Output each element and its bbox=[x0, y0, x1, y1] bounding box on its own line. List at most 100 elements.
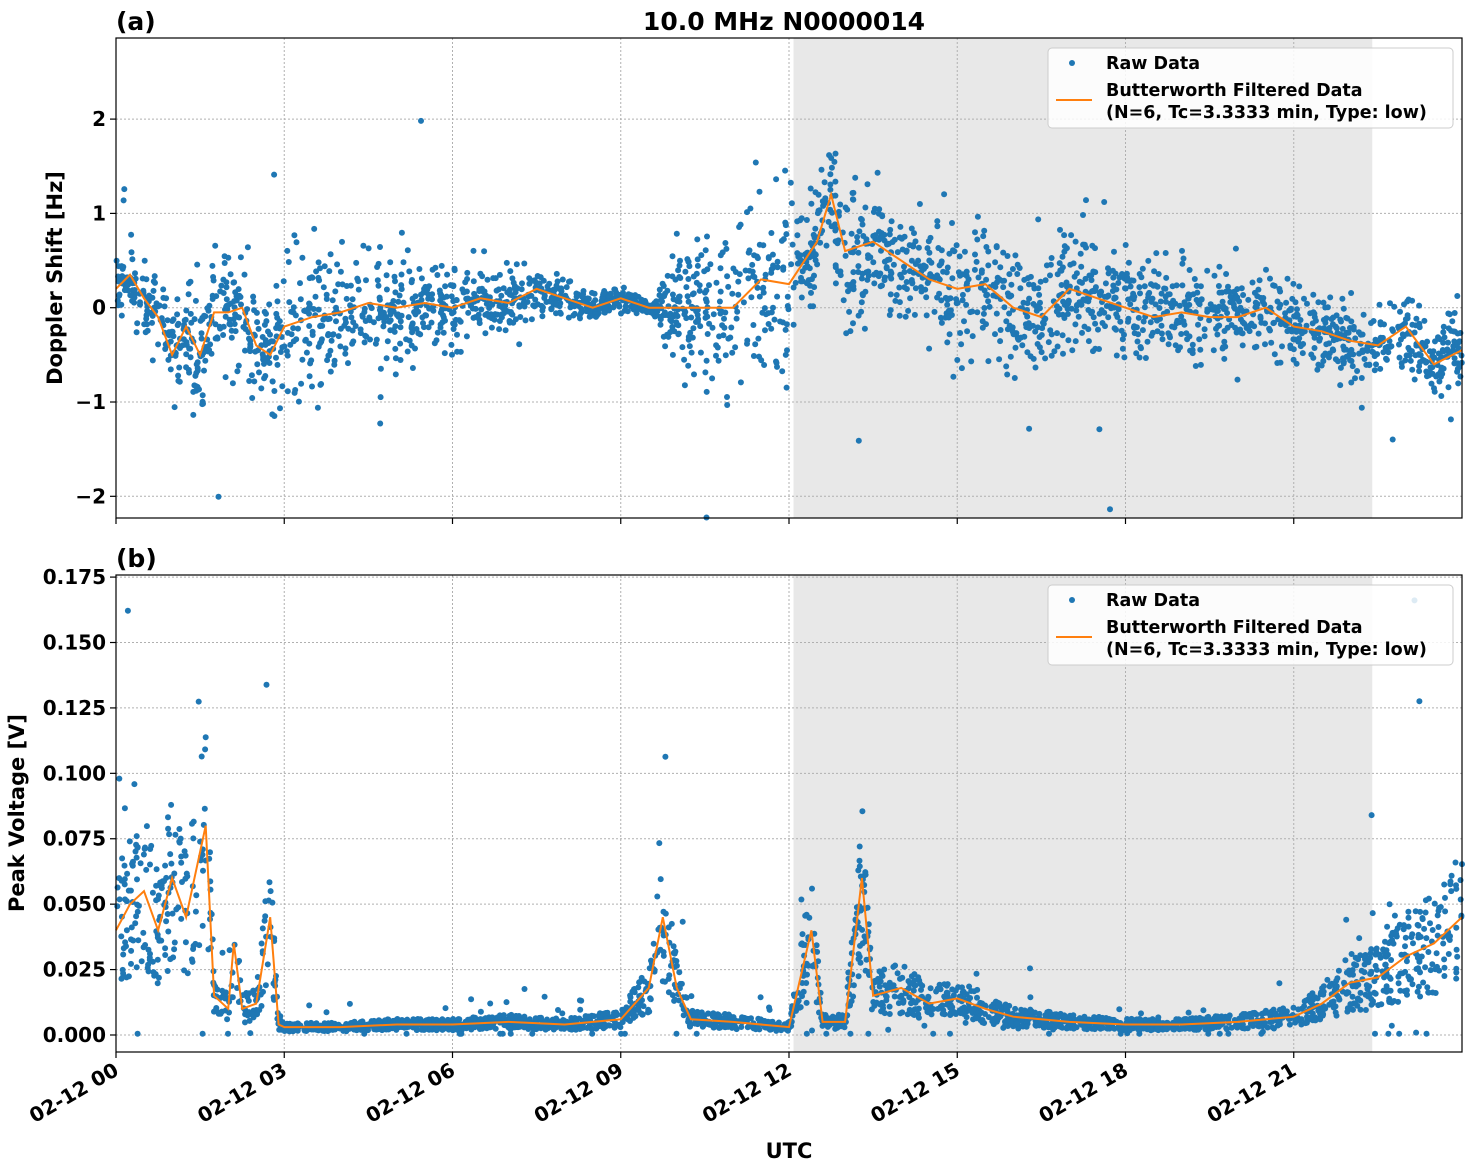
raw-data-point bbox=[482, 330, 489, 337]
raw-data-point bbox=[1073, 270, 1080, 277]
raw-data-point bbox=[220, 332, 227, 338]
raw-data-point bbox=[229, 380, 236, 387]
raw-data-point bbox=[538, 1014, 544, 1021]
raw-data-point bbox=[450, 326, 457, 332]
raw-data-point bbox=[498, 292, 505, 299]
raw-data-point bbox=[1088, 272, 1095, 279]
raw-data-point bbox=[1382, 961, 1389, 968]
raw-data-point bbox=[724, 273, 731, 280]
raw-data-point bbox=[958, 341, 965, 348]
raw-data-point bbox=[908, 277, 915, 283]
raw-data-point bbox=[176, 364, 183, 371]
raw-data-point bbox=[927, 234, 934, 241]
raw-data-point bbox=[752, 341, 759, 348]
raw-data-point bbox=[468, 996, 475, 1003]
raw-data-point bbox=[1061, 315, 1068, 321]
raw-data-point bbox=[200, 867, 206, 874]
raw-data-point bbox=[864, 181, 871, 188]
raw-data-point bbox=[1405, 296, 1412, 303]
raw-data-point bbox=[790, 284, 797, 291]
raw-data-point bbox=[1223, 1025, 1230, 1032]
raw-data-point bbox=[713, 279, 720, 286]
raw-data-point bbox=[844, 281, 851, 288]
raw-data-point bbox=[947, 1030, 953, 1037]
raw-data-point bbox=[1368, 812, 1375, 819]
raw-data-point bbox=[376, 296, 383, 303]
raw-data-point bbox=[577, 1006, 584, 1013]
raw-data-point bbox=[858, 299, 865, 306]
raw-data-point bbox=[418, 117, 424, 124]
raw-data-point bbox=[1046, 1030, 1052, 1037]
raw-data-point bbox=[1432, 990, 1439, 996]
raw-data-point bbox=[484, 276, 491, 283]
raw-data-point bbox=[828, 164, 835, 171]
raw-data-point bbox=[244, 306, 251, 313]
raw-data-point bbox=[132, 270, 138, 277]
raw-data-point bbox=[1451, 310, 1458, 316]
raw-data-point bbox=[1343, 969, 1350, 976]
raw-data-point bbox=[274, 321, 281, 328]
raw-data-point bbox=[697, 323, 704, 330]
raw-data-point bbox=[412, 293, 419, 300]
raw-data-point bbox=[1306, 992, 1313, 999]
raw-data-point bbox=[908, 1000, 914, 1007]
raw-data-point bbox=[284, 247, 291, 254]
raw-data-point bbox=[141, 321, 148, 328]
raw-data-point bbox=[974, 994, 980, 1001]
raw-data-point bbox=[380, 323, 387, 330]
raw-data-point bbox=[1277, 359, 1284, 366]
raw-data-point bbox=[462, 279, 469, 286]
raw-data-point bbox=[618, 310, 624, 317]
raw-data-point bbox=[1261, 301, 1268, 308]
raw-data-point bbox=[1009, 328, 1016, 335]
raw-data-point bbox=[283, 348, 290, 355]
raw-data-point bbox=[1271, 319, 1277, 326]
raw-data-point bbox=[1372, 1030, 1378, 1037]
raw-data-point bbox=[1125, 296, 1132, 303]
raw-data-point bbox=[306, 300, 313, 307]
raw-data-point bbox=[1058, 282, 1065, 288]
raw-data-point bbox=[1255, 330, 1262, 337]
raw-data-point bbox=[119, 855, 126, 862]
raw-data-point bbox=[384, 338, 391, 345]
raw-data-point bbox=[1415, 983, 1422, 990]
raw-data-point bbox=[899, 974, 906, 981]
raw-data-point bbox=[662, 343, 669, 350]
raw-data-point bbox=[429, 296, 435, 303]
raw-data-point bbox=[957, 330, 964, 336]
raw-data-point bbox=[183, 870, 190, 877]
raw-data-point bbox=[808, 276, 815, 283]
raw-data-point bbox=[983, 276, 990, 283]
raw-data-point bbox=[165, 356, 172, 363]
raw-data-point bbox=[353, 259, 360, 266]
raw-data-point bbox=[955, 269, 962, 276]
raw-data-point bbox=[596, 1014, 603, 1020]
raw-data-point bbox=[154, 980, 161, 987]
raw-data-point bbox=[1134, 338, 1141, 345]
raw-data-point bbox=[662, 978, 668, 985]
raw-data-point bbox=[1186, 267, 1193, 273]
raw-data-point bbox=[121, 876, 128, 883]
raw-data-point bbox=[387, 259, 394, 266]
raw-data-point bbox=[1200, 1007, 1207, 1014]
raw-data-point bbox=[370, 319, 377, 326]
raw-data-point bbox=[1056, 260, 1063, 267]
raw-data-point bbox=[290, 338, 297, 345]
raw-data-point bbox=[374, 264, 381, 270]
raw-data-point bbox=[858, 308, 865, 315]
raw-data-point bbox=[1240, 292, 1247, 298]
raw-data-point bbox=[1128, 277, 1135, 284]
raw-data-point bbox=[327, 368, 334, 375]
raw-data-point bbox=[905, 307, 912, 314]
raw-data-point bbox=[868, 1006, 875, 1013]
raw-data-point bbox=[1321, 325, 1328, 332]
raw-data-point bbox=[413, 304, 420, 311]
raw-data-point bbox=[335, 333, 342, 340]
raw-data-point bbox=[774, 264, 781, 271]
raw-data-point bbox=[681, 356, 688, 363]
raw-data-point bbox=[123, 898, 130, 905]
raw-data-point bbox=[1412, 908, 1419, 915]
legend-filtered-params: (N=6, Tc=3.3333 min, Type: low) bbox=[1106, 103, 1427, 123]
raw-data-point bbox=[729, 290, 736, 297]
raw-data-point bbox=[1267, 275, 1273, 282]
